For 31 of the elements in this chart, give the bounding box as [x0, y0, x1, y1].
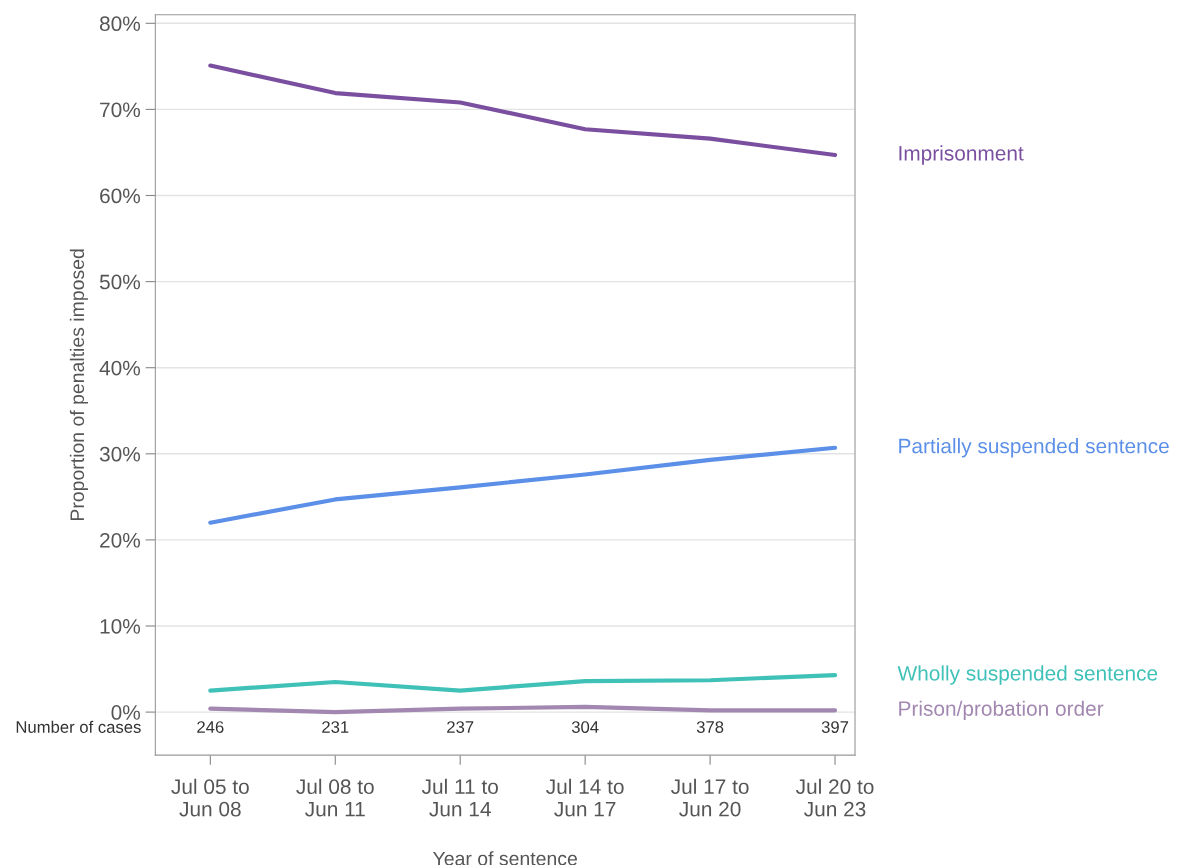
- line-series: [208, 672, 838, 693]
- x-axis-title: Year of sentence: [433, 851, 577, 865]
- y-tick-label: 20%: [100, 532, 141, 548]
- y-tick-label: 80%: [99, 16, 141, 32]
- text: Number of cases: [16, 720, 141, 733]
- annotation: 304: [571, 721, 599, 733]
- text: Wholly suspended sentence: [897, 665, 1158, 685]
- y-tick-label: 70%: [100, 102, 141, 118]
- x-tick-label: Jul 05 to Jun 08: [171, 778, 249, 817]
- x-tick-label: Jul 11 to Jun 14: [421, 778, 498, 817]
- annotation: 397: [821, 721, 849, 733]
- x-tick-label: Jul 08 to Jun 11: [296, 778, 374, 817]
- y-tick-label: 50%: [99, 274, 141, 290]
- x-tick-label: Jul 20 to Jun 23: [795, 778, 874, 817]
- annotation: 246: [197, 721, 224, 733]
- annotation: 237: [447, 721, 474, 733]
- y-axis-title: Proportion of penalties imposed: [69, 249, 88, 521]
- line-series: [208, 445, 838, 525]
- text: Imprisonment: [899, 145, 1024, 165]
- y-tick-label: 0%: [111, 705, 141, 720]
- y-tick-label: 10%: [100, 619, 141, 634]
- annotation: 231: [322, 721, 349, 733]
- text: Partially suspended sentence: [899, 438, 1169, 458]
- y-tick-label: 60%: [100, 188, 141, 204]
- text: Prison/probation order: [899, 700, 1104, 721]
- y-tick-label: 30%: [99, 446, 141, 462]
- y-tick-label: 40%: [99, 360, 141, 376]
- line-series: [208, 63, 838, 158]
- annotation: 378: [696, 721, 724, 733]
- x-tick-label: Jul 17 to Jun 20: [671, 778, 749, 817]
- x-tick-label: Jul 14 to Jun 17: [546, 778, 624, 817]
